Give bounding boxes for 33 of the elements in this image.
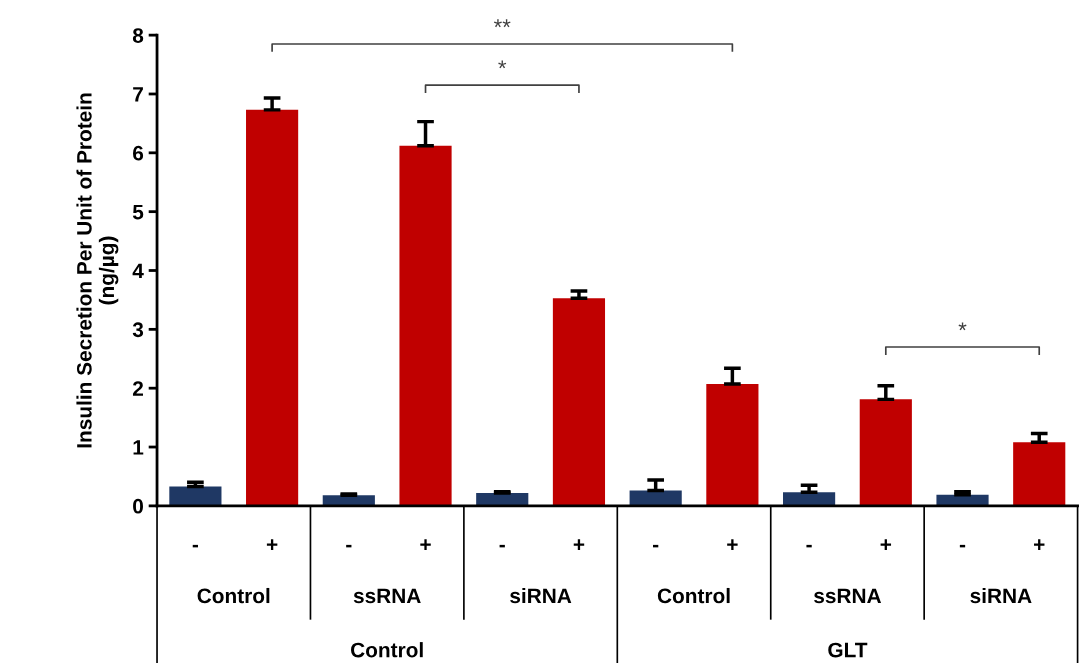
x-tick-label: - <box>653 544 659 548</box>
x-tick-label: - <box>499 544 505 548</box>
y-tick-label: 3 <box>132 322 144 338</box>
y-tick-label: 5 <box>132 204 144 220</box>
x-tick-label: + <box>727 539 738 550</box>
y-tick-label: 1 <box>133 440 144 455</box>
y-tick-label: 0 <box>133 498 143 514</box>
annotation: * <box>958 322 967 331</box>
y-tick-label: 8 <box>132 28 144 43</box>
x-tick-label: - <box>346 544 352 548</box>
x-tick-label: + <box>1034 539 1045 550</box>
text: ssRNA <box>814 588 882 604</box>
annotation: * <box>498 60 507 69</box>
y-tick-label: 6 <box>133 145 144 161</box>
x-tick-label: - <box>806 544 812 548</box>
y-tick-label: 2 <box>132 381 144 396</box>
x-tick-label: + <box>573 539 585 550</box>
x-tick-label: - <box>192 544 199 548</box>
x-tick-label: + <box>880 539 892 550</box>
text: Control <box>657 587 730 604</box>
text: ** <box>493 19 511 28</box>
y-tick-label: 4 <box>132 263 144 279</box>
x-tick-label: + <box>266 539 278 550</box>
y-axis-title: Insulin Secretion Per Unit of Protein (ng/µg) <box>76 93 119 448</box>
text: Control <box>351 642 423 658</box>
text: GLT <box>828 642 868 658</box>
text: Control <box>197 587 270 604</box>
x-tick-label: - <box>959 544 966 548</box>
x-tick-label: + <box>420 539 431 550</box>
y-tick-label: 7 <box>133 87 143 102</box>
text: siRNA <box>510 587 572 604</box>
text: siRNA <box>970 587 1032 604</box>
text: ssRNA <box>353 588 421 604</box>
